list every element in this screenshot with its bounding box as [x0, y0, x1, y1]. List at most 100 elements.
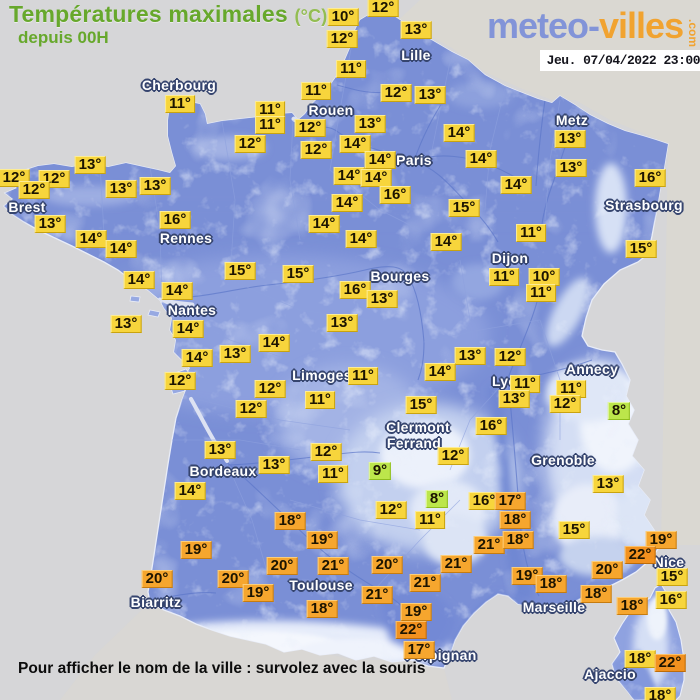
temp-chip[interactable]: 17°	[494, 492, 526, 510]
temp-chip[interactable]: 13°	[454, 347, 486, 365]
temp-chip[interactable]: 22°	[654, 654, 686, 672]
temp-chip[interactable]: 14°	[465, 150, 497, 168]
temp-chip[interactable]: 11°	[318, 465, 348, 483]
temp-chip[interactable]: 15°	[448, 199, 480, 217]
temp-chip[interactable]: 11°	[255, 101, 285, 119]
temp-chip[interactable]: 13°	[74, 156, 106, 174]
temp-chip[interactable]: 13°	[110, 315, 142, 333]
temp-chip[interactable]: 8°	[607, 402, 631, 420]
temp-chip[interactable]: 16°	[159, 211, 191, 229]
temp-chip[interactable]: 16°	[655, 591, 687, 609]
temp-chip[interactable]: 18°	[580, 585, 612, 603]
temp-chip[interactable]: 14°	[181, 349, 213, 367]
temp-chip[interactable]: 19°	[645, 531, 677, 549]
temp-chip[interactable]: 8°	[425, 490, 449, 508]
temp-chip[interactable]: 13°	[366, 290, 398, 308]
temp-chip[interactable]: 13°	[414, 86, 446, 104]
temp-chip[interactable]: 11°	[556, 380, 586, 398]
temp-chip[interactable]: 12°	[234, 135, 266, 153]
temp-chip[interactable]: 14°	[331, 194, 363, 212]
temp-chip[interactable]: 16°	[475, 417, 507, 435]
temp-chip[interactable]: 15°	[224, 262, 256, 280]
temp-chip[interactable]: 18°	[624, 650, 656, 668]
temp-chip[interactable]: 20°	[591, 561, 623, 579]
temp-chip[interactable]: 19°	[511, 567, 543, 585]
temp-chip[interactable]: 12°	[310, 443, 342, 461]
temp-chip[interactable]: 13°	[326, 314, 358, 332]
temp-chip[interactable]: 12°	[380, 84, 412, 102]
temp-chip[interactable]: 11°	[336, 60, 366, 78]
temp-chip[interactable]: 15°	[656, 568, 688, 586]
temp-chip[interactable]: 14°	[123, 271, 155, 289]
temp-chip[interactable]: 13°	[139, 177, 171, 195]
temp-chip[interactable]: 13°	[34, 215, 66, 233]
temp-chip[interactable]: 12°	[494, 348, 526, 366]
temp-chip[interactable]: 13°	[400, 21, 432, 39]
temp-chip[interactable]: 15°	[405, 396, 437, 414]
temp-chip[interactable]: 14°	[258, 334, 290, 352]
temp-chip[interactable]: 18°	[499, 511, 531, 529]
temp-chip[interactable]: 21°	[317, 557, 349, 575]
temp-chip[interactable]: 12°	[164, 372, 196, 390]
temp-chip[interactable]: 14°	[500, 176, 532, 194]
temp-chip[interactable]: 12°	[254, 380, 286, 398]
temp-chip[interactable]: 18°	[306, 600, 338, 618]
temp-chip[interactable]: 10°	[327, 8, 359, 26]
temp-chip[interactable]: 22°	[624, 546, 656, 564]
temp-chip[interactable]: 15°	[558, 521, 590, 539]
temp-chip[interactable]: 11°	[516, 224, 546, 242]
temp-chip[interactable]: 13°	[498, 390, 530, 408]
temp-chip[interactable]: 12°	[367, 0, 399, 17]
temp-chip[interactable]: 16°	[634, 169, 666, 187]
temp-chip[interactable]: 18°	[502, 531, 534, 549]
temp-chip[interactable]: 13°	[219, 345, 251, 363]
temp-chip[interactable]: 11°	[301, 82, 331, 100]
temp-chip[interactable]: 19°	[400, 603, 432, 621]
temp-chip[interactable]: 17°	[403, 641, 435, 659]
temp-chip[interactable]: 20°	[217, 570, 249, 588]
temp-chip[interactable]: 15°	[625, 240, 657, 258]
temp-chip[interactable]: 14°	[172, 320, 204, 338]
temp-chip[interactable]: 12°	[294, 119, 326, 137]
temp-chip[interactable]: 21°	[361, 586, 393, 604]
temp-chip[interactable]: 16°	[379, 186, 411, 204]
temp-chip[interactable]: 11°	[255, 116, 285, 134]
temp-chip[interactable]: 13°	[204, 441, 236, 459]
temp-chip[interactable]: 13°	[555, 159, 587, 177]
temp-chip[interactable]: 14°	[360, 169, 392, 187]
temp-chip[interactable]: 18°	[644, 687, 676, 700]
temp-chip[interactable]: 12°	[437, 447, 469, 465]
temp-chip[interactable]: 18°	[535, 575, 567, 593]
temp-chip[interactable]: 12°	[18, 181, 50, 199]
temp-chip[interactable]: 19°	[180, 541, 212, 559]
temp-chip[interactable]: 12°	[235, 400, 267, 418]
temp-chip[interactable]: 11°	[305, 391, 335, 409]
temp-chip[interactable]: 21°	[473, 536, 505, 554]
temp-chip[interactable]: 13°	[592, 475, 624, 493]
temp-chip[interactable]: 14°	[174, 482, 206, 500]
temp-chip[interactable]: 14°	[424, 363, 456, 381]
temp-chip[interactable]: 12°	[549, 395, 581, 413]
temp-chip[interactable]: 20°	[371, 556, 403, 574]
temp-chip[interactable]: 13°	[354, 115, 386, 133]
temp-chip[interactable]: 14°	[161, 282, 193, 300]
temp-chip[interactable]: 21°	[409, 574, 441, 592]
temp-chip[interactable]: 14°	[75, 230, 107, 248]
temp-chip[interactable]: 14°	[345, 230, 377, 248]
temp-chip[interactable]: 14°	[443, 124, 475, 142]
temp-chip[interactable]: 12°	[375, 501, 407, 519]
temp-chip[interactable]: 14°	[333, 167, 365, 185]
temp-chip[interactable]: 11°	[510, 375, 540, 393]
temp-chip[interactable]: 19°	[306, 531, 338, 549]
temp-chip[interactable]: 20°	[141, 570, 173, 588]
meteo-villes-logo[interactable]: meteo-villes .com	[487, 5, 700, 47]
temp-chip[interactable]: 12°	[326, 30, 358, 48]
temp-chip[interactable]: 21°	[440, 555, 472, 573]
temp-chip[interactable]: 10°	[528, 268, 560, 286]
temp-chip[interactable]: 18°	[274, 512, 306, 530]
temp-chip[interactable]: 14°	[105, 240, 137, 258]
temp-chip[interactable]: 11°	[165, 95, 195, 113]
temp-chip[interactable]: 11°	[526, 284, 556, 302]
temp-chip[interactable]: 14°	[339, 135, 371, 153]
temp-chip[interactable]: 11°	[489, 268, 519, 286]
